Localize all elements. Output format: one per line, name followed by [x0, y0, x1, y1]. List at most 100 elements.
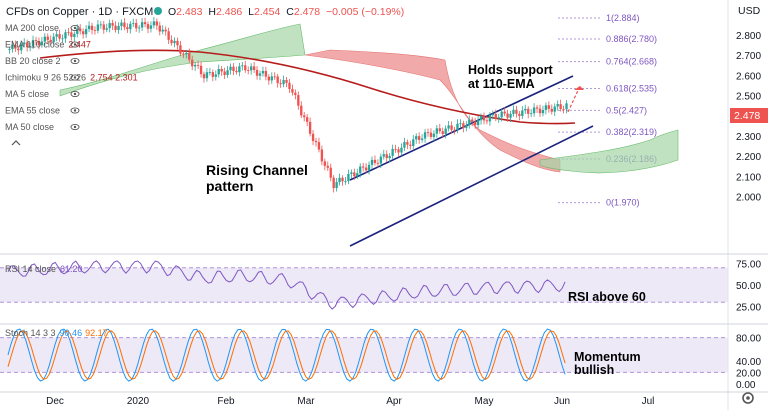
- candle-body: [500, 111, 503, 118]
- candle-body: [388, 155, 391, 159]
- indicator-label: EMA 110 close 2.447: [5, 40, 91, 50]
- fib-level-label: 0.764(2.668): [606, 57, 657, 67]
- candle-body: [471, 119, 474, 122]
- candle-body: [155, 21, 159, 26]
- indicator-list: MA 200 close EMA 110 close 2.447 BB 20 clos…: [5, 23, 138, 146]
- collapse-chevron-icon[interactable]: [11, 140, 21, 146]
- indicator-value: 2.447: [68, 40, 91, 50]
- indicator-label: MA 50 close: [5, 122, 54, 132]
- time-tick-label: Jul: [642, 396, 655, 407]
- candle-body: [126, 27, 129, 30]
- candle-body: [344, 181, 347, 182]
- annotation-momentum-line2: bullish: [574, 363, 614, 377]
- candle-body: [565, 103, 568, 110]
- candle-body: [544, 105, 548, 110]
- candle-body: [196, 64, 200, 66]
- candle-body: [518, 113, 521, 116]
- price-tick-label: 2.300: [736, 132, 761, 143]
- candle-body: [417, 136, 421, 140]
- eye-pupil: [73, 109, 77, 112]
- candle-body: [364, 167, 368, 171]
- candle-body: [84, 29, 88, 35]
- candle-body: [394, 148, 397, 150]
- annotation-channel-line1: Rising Channel: [206, 162, 308, 178]
- ichimoku-cloud-bullish-right: [539, 129, 679, 174]
- candle-body: [426, 132, 430, 134]
- rsi-panel[interactable]: [0, 260, 728, 310]
- candle-body: [185, 52, 188, 55]
- candle-body: [255, 69, 259, 76]
- candle-body: [308, 121, 312, 134]
- candle-body: [297, 95, 300, 106]
- candle-body: [367, 164, 371, 171]
- stoch-panel[interactable]: [0, 328, 728, 382]
- candle-body: [473, 121, 477, 126]
- visibility-eye-icon[interactable]: [70, 123, 80, 131]
- visibility-eye-icon[interactable]: [70, 107, 80, 114]
- candle-body: [79, 28, 82, 32]
- indicator-label: MA 200 close: [5, 23, 59, 33]
- candle-body: [311, 133, 315, 141]
- candle-body: [341, 177, 344, 182]
- price-tick-label: 2.000: [736, 193, 761, 204]
- candle-body: [300, 105, 303, 116]
- candle-body: [303, 115, 306, 118]
- candle-body: [152, 21, 156, 26]
- candle-body: [211, 72, 215, 77]
- candle-body: [61, 38, 64, 40]
- price-panel[interactable]: 1(2.884) 0.886(2.780) 0.764(2.668) 0.618(2.…: [8, 13, 679, 247]
- candle-body: [64, 32, 67, 39]
- candle-body: [176, 40, 179, 46]
- time-tick-label: Feb: [217, 396, 235, 407]
- candle-body: [14, 44, 17, 49]
- candle-body: [191, 59, 194, 67]
- candle-body: [99, 24, 103, 26]
- candle-body: [43, 36, 47, 42]
- indicator-value: 2.754 2.301: [90, 73, 138, 83]
- candle-body: [202, 74, 206, 79]
- candle-body: [55, 34, 58, 37]
- candle-body: [444, 128, 447, 134]
- time-tick-label: May: [475, 396, 494, 407]
- rsi-tick-label: 25.00: [736, 303, 761, 314]
- candle-body: [373, 159, 377, 163]
- visibility-eye-icon[interactable]: [70, 41, 80, 48]
- candle-body: [167, 31, 170, 40]
- settings-gear-icon[interactable]: [742, 392, 754, 404]
- candle-body: [356, 173, 359, 177]
- candle-body: [76, 28, 79, 34]
- visibility-eye-icon[interactable]: [70, 57, 80, 65]
- candle-body: [459, 123, 462, 125]
- visibility-eye-icon[interactable]: [70, 24, 80, 32]
- candle-body: [161, 29, 164, 32]
- candle-body: [96, 24, 100, 31]
- currency-label: USD: [738, 5, 761, 17]
- channel-lower-line: [349, 125, 594, 247]
- candle-body: [34, 40, 38, 42]
- candle-body: [108, 23, 111, 29]
- candle-body: [403, 142, 406, 148]
- eye-pupil: [73, 26, 77, 30]
- fib-level-label: 1(2.884): [606, 13, 640, 23]
- candle-body: [532, 107, 536, 114]
- candle-body: [232, 66, 235, 72]
- candle-body: [140, 22, 144, 28]
- candle-body: [31, 40, 35, 47]
- eye-outline: [70, 74, 80, 81]
- candle-body: [468, 119, 471, 126]
- ema-110-line: [39, 49, 576, 125]
- candle-body: [423, 132, 427, 139]
- ohlc-readout: O2.483 H2.486 L2.454 C2.478 −0.005 (−0.1…: [168, 6, 404, 18]
- candle-body: [267, 76, 271, 81]
- candle-body: [188, 52, 191, 60]
- candle-body: [199, 65, 203, 75]
- candle-body: [111, 23, 114, 26]
- candle-body: [276, 76, 279, 84]
- visibility-eye-icon[interactable]: [70, 90, 80, 98]
- candle-body: [361, 166, 365, 168]
- candle-body: [479, 116, 483, 121]
- candle-body: [509, 113, 512, 118]
- candle-body: [415, 136, 418, 140]
- visibility-eye-icon[interactable]: [70, 74, 80, 81]
